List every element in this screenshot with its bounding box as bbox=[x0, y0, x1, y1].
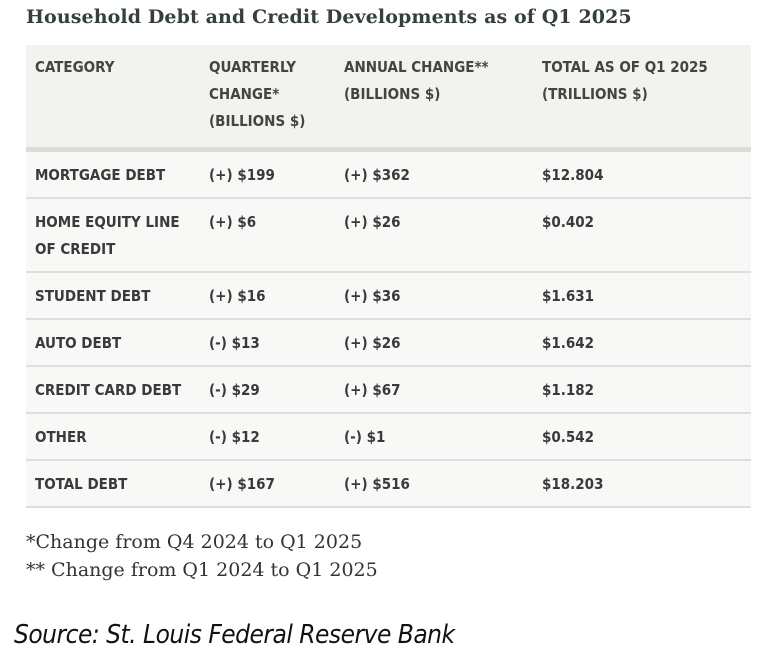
category-cell: STUDENT DEBT bbox=[35, 287, 151, 305]
total-cell: $12.804 bbox=[542, 166, 604, 184]
total-cell: $1.182 bbox=[542, 381, 595, 399]
column-header-annual-change: ANNUAL CHANGE** (BILLIONS $) bbox=[344, 58, 489, 103]
category-cell: CREDIT CARD DEBT bbox=[35, 381, 182, 399]
column-header-total: TOTAL AS OF Q1 2025 (TRILLIONS $) bbox=[542, 58, 708, 103]
quarterly-change-cell: (-) $12 bbox=[209, 428, 260, 446]
table-row: TOTAL DEBT (+) $167 (+) $516 $18.203 bbox=[26, 460, 751, 507]
quarterly-change-cell: (+) $16 bbox=[209, 287, 266, 305]
annual-change-cell: (-) $1 bbox=[344, 428, 386, 446]
table-row: HOME EQUITY LINE OF CREDIT (+) $6 (+) $26 $… bbox=[26, 198, 751, 272]
footnote-annual: ** Change from Q1 2024 to Q1 2025 bbox=[26, 559, 378, 581]
total-cell: $18.203 bbox=[542, 475, 604, 493]
annual-change-cell: (+) $67 bbox=[344, 381, 401, 399]
source-caption: Source: St. Louis Federal Reserve Bank bbox=[14, 620, 455, 650]
header-separator bbox=[26, 147, 751, 152]
total-cell: $1.631 bbox=[542, 287, 595, 305]
annual-change-cell: (+) $362 bbox=[344, 166, 410, 184]
table-row: STUDENT DEBT (+) $16 (+) $36 $1.631 bbox=[26, 272, 751, 319]
category-cell: HOME EQUITY LINE OF CREDIT bbox=[35, 213, 180, 258]
quarterly-change-cell: (-) $13 bbox=[209, 334, 260, 352]
category-cell: MORTGAGE DEBT bbox=[35, 166, 166, 184]
footnotes: *Change from Q4 2024 to Q1 2025 ** Chang… bbox=[26, 528, 378, 584]
total-cell: $0.542 bbox=[542, 428, 595, 446]
column-header-quarterly-change: QUARTERLY CHANGE* (BILLIONS $) bbox=[209, 58, 306, 130]
page-title: Household Debt and Credit Developments a… bbox=[26, 6, 632, 28]
annual-change-cell: (+) $516 bbox=[344, 475, 410, 493]
quarterly-change-cell: (+) $199 bbox=[209, 166, 275, 184]
footnote-quarterly: *Change from Q4 2024 to Q1 2025 bbox=[26, 531, 363, 553]
annual-change-cell: (+) $36 bbox=[344, 287, 401, 305]
category-cell: OTHER bbox=[35, 428, 87, 446]
debt-table: CATEGORY QUARTERLY CHANGE* (BILLIONS $) … bbox=[26, 45, 751, 508]
table-body: MORTGAGE DEBT (+) $199 (+) $362 $12.804 HOME… bbox=[26, 152, 751, 507]
table-row: MORTGAGE DEBT (+) $199 (+) $362 $12.804 bbox=[26, 152, 751, 198]
category-cell: TOTAL DEBT bbox=[35, 475, 128, 493]
table-header-row: CATEGORY QUARTERLY CHANGE* (BILLIONS $) … bbox=[26, 45, 751, 147]
total-cell: $1.642 bbox=[542, 334, 595, 352]
table-row: AUTO DEBT (-) $13 (+) $26 $1.642 bbox=[26, 319, 751, 366]
category-cell: AUTO DEBT bbox=[35, 334, 122, 352]
quarterly-change-cell: (-) $29 bbox=[209, 381, 260, 399]
column-header-category: CATEGORY bbox=[35, 58, 115, 76]
table-row: OTHER (-) $12 (-) $1 $0.542 bbox=[26, 413, 751, 460]
annual-change-cell: (+) $26 bbox=[344, 334, 401, 352]
table-row: CREDIT CARD DEBT (-) $29 (+) $67 $1.182 bbox=[26, 366, 751, 413]
annual-change-cell: (+) $26 bbox=[344, 213, 401, 231]
quarterly-change-cell: (+) $6 bbox=[209, 213, 257, 231]
total-cell: $0.402 bbox=[542, 213, 595, 231]
quarterly-change-cell: (+) $167 bbox=[209, 475, 275, 493]
